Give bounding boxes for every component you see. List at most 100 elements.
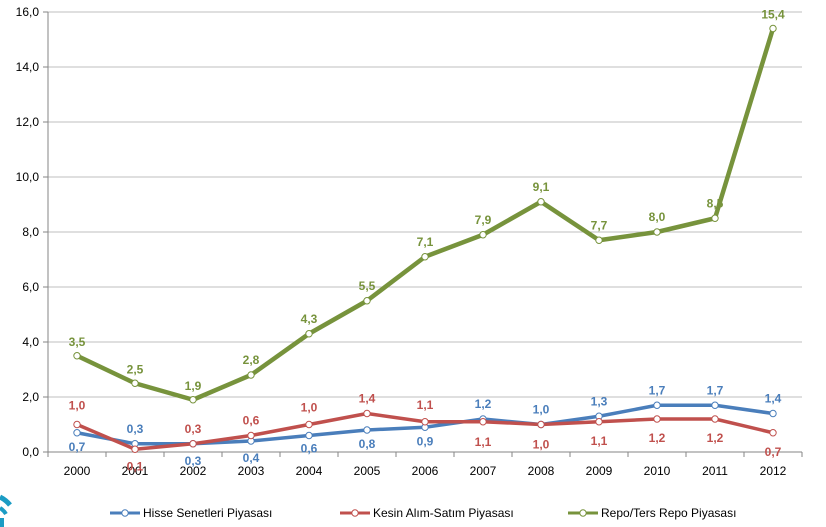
data-label-repo: 8,5 (707, 196, 724, 210)
point-repo (247, 371, 255, 379)
point-hisse (769, 409, 777, 418)
point-hisse (305, 431, 313, 440)
data-label-repo: 3,5 (69, 335, 86, 349)
data-label-kesin: 1,1 (591, 434, 608, 448)
y-tick-label: 14,0 (16, 60, 40, 74)
data-label-kesin: 1,0 (301, 401, 318, 415)
data-label-kesin: 1,0 (69, 399, 86, 413)
data-label-repo: 1,9 (185, 379, 202, 393)
data-label-kesin: 1,0 (533, 438, 550, 452)
point-repo (479, 231, 487, 239)
point-kesin (537, 420, 545, 429)
data-label-kesin: 1,2 (707, 431, 724, 445)
y-tick-label: 10,0 (16, 170, 40, 184)
logo-bar (0, 518, 4, 527)
point-repo (653, 228, 661, 236)
data-label-repo: 2,8 (243, 353, 260, 367)
data-label-kesin: 0,7 (765, 445, 782, 459)
point-kesin (711, 415, 719, 423)
data-label-repo: 7,1 (417, 235, 434, 249)
data-label-repo: 8,0 (649, 210, 666, 224)
point-repo (711, 214, 719, 222)
x-tick-label: 2008 (528, 464, 555, 478)
point-hisse (711, 401, 719, 409)
y-tick-label: 16,0 (16, 5, 40, 19)
point-kesin (305, 420, 313, 429)
point-kesin (247, 431, 255, 440)
point-hisse (363, 426, 371, 434)
data-label-kesin: 0,1 (127, 459, 144, 473)
data-label-hisse: 1,7 (649, 383, 666, 397)
point-hisse (73, 429, 81, 437)
point-kesin (421, 418, 429, 426)
data-label-hisse: 0,7 (69, 440, 86, 454)
point-kesin (363, 409, 371, 418)
x-tick-label: 2009 (586, 464, 613, 478)
legend-label-hisse: Hisse Senetleri Piyasası (143, 506, 272, 520)
data-label-repo: 7,7 (591, 218, 608, 232)
point-repo (595, 236, 603, 244)
series-line-repo (74, 26, 776, 402)
y-tick-label: 4,0 (22, 335, 39, 349)
x-tick-label: 2007 (470, 464, 497, 478)
point-kesin (595, 418, 603, 426)
logo-mark (0, 494, 12, 527)
point-kesin (769, 429, 777, 437)
legend-marker-hisse (121, 509, 129, 517)
data-label-repo: 5,5 (359, 279, 376, 293)
data-label-hisse: 0,4 (243, 451, 260, 465)
point-repo (769, 24, 777, 33)
x-axis-ticks: 2000 2001 2002 2003 2004 2005 2006 2007 2008 2009… (64, 464, 787, 478)
data-label-repo: 2,5 (127, 362, 144, 376)
data-label-kesin: 0,6 (243, 414, 260, 428)
point-repo (73, 352, 81, 360)
point-kesin (653, 415, 661, 423)
legend-marker-repo (579, 509, 587, 517)
point-repo (537, 198, 545, 206)
legend: Hisse Senetleri Piyasası Kesin Alım-Satım… (110, 506, 736, 520)
data-label-kesin: 1,4 (359, 392, 376, 406)
data-label-hisse: 1,0 (533, 403, 550, 417)
legend-marker-kesin (351, 509, 359, 517)
point-kesin (73, 420, 81, 429)
data-label-hisse: 0,3 (127, 422, 144, 436)
y-tick-label: 8,0 (22, 225, 39, 239)
x-tick-label: 2002 (180, 464, 207, 478)
y-tick-label: 12,0 (16, 115, 40, 129)
logo-arc-inner (0, 506, 8, 516)
point-repo (189, 396, 197, 404)
x-tick-label: 2005 (354, 464, 381, 478)
point-repo (131, 379, 139, 387)
logo-arc-outer (0, 494, 12, 507)
point-repo (421, 253, 429, 261)
point-kesin (189, 440, 197, 448)
y-tick-label: 2,0 (22, 390, 39, 404)
data-label-repo: 15,4 (761, 8, 785, 22)
point-hisse (653, 401, 661, 409)
data-label-hisse: 0,9 (417, 434, 434, 448)
data-label-kesin: 1,2 (649, 431, 666, 445)
series-lines (73, 24, 777, 453)
x-tick-label: 2004 (296, 464, 323, 478)
data-label-hisse: 1,7 (707, 383, 724, 397)
data-label-kesin: 0,3 (185, 422, 202, 436)
data-label-kesin: 1,1 (417, 398, 434, 412)
y-tick-label: 0,0 (22, 445, 39, 459)
x-tick-label: 2006 (412, 464, 439, 478)
grid-lines (43, 11, 803, 457)
point-repo (363, 297, 371, 305)
legend-label-kesin: Kesin Alım-Satım Piyasası (373, 506, 514, 520)
data-label-repo: 4,3 (301, 312, 318, 326)
legend-label-repo: Repo/Ters Repo Piyasası (601, 506, 736, 520)
x-tick-label: 2001 (122, 464, 149, 478)
point-repo (305, 330, 313, 338)
y-tick-label: 6,0 (22, 280, 39, 294)
data-label-repo: 7,9 (475, 213, 492, 227)
data-label-hisse: 1,4 (765, 392, 782, 406)
x-tick-label: 2003 (238, 464, 265, 478)
data-labels: 0,7 0,3 0,3 0,4 0,6 0,8 0,9 1,2 1,0 1,3 1,7 1,7 1,4 1… (69, 8, 785, 474)
data-label-hisse: 0,6 (301, 442, 318, 456)
x-tick-label: 2011 (702, 464, 728, 478)
point-kesin (479, 418, 487, 426)
